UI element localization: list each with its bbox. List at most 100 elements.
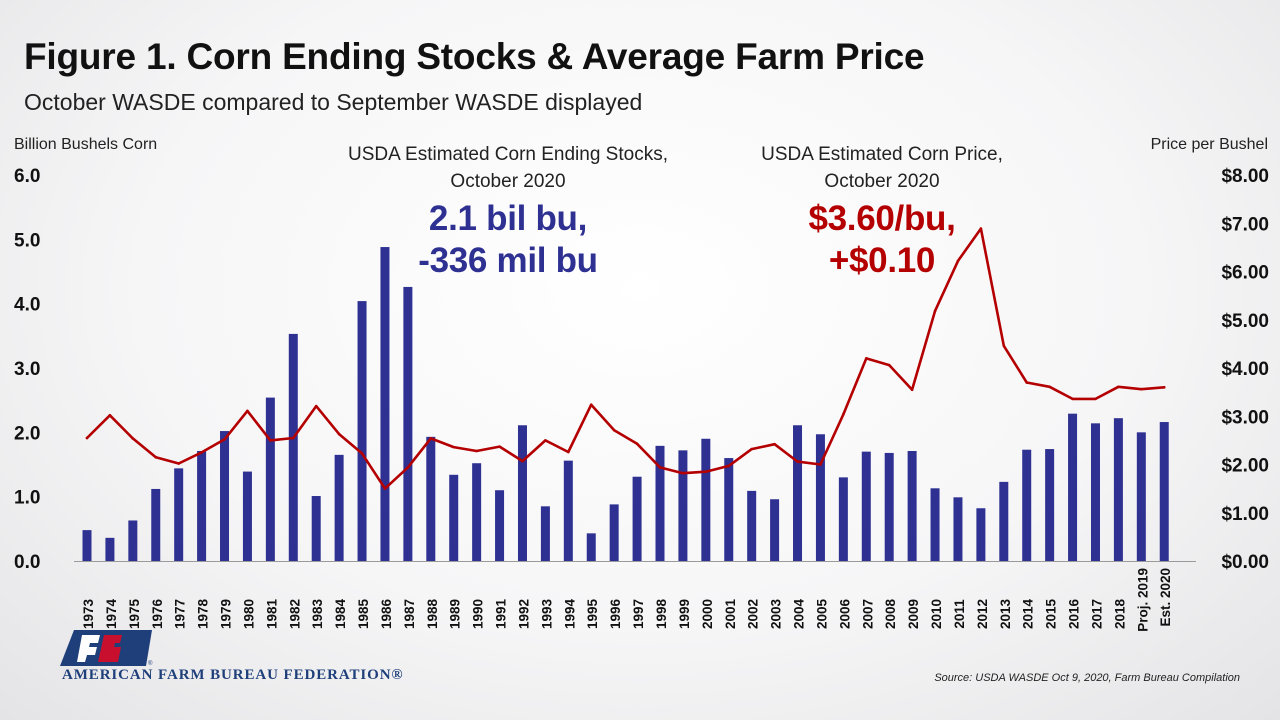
price-point: [864, 357, 868, 360]
x-axis-tick-label: 1981: [264, 598, 279, 629]
price-point: [1025, 381, 1029, 384]
x-axis-tick-label: 1988: [425, 598, 440, 629]
right-axis-title: Price per Bushel: [1150, 136, 1268, 153]
bar-ending-stocks: [495, 490, 505, 561]
price-point: [544, 439, 547, 442]
bar-ending-stocks: [1090, 423, 1100, 561]
price-point: [85, 436, 89, 440]
bar-ending-stocks: [884, 452, 894, 561]
x-axis-tick-label: 1983: [310, 598, 325, 629]
bar-ending-stocks: [793, 425, 803, 561]
price-point: [819, 463, 822, 466]
bar-ending-stocks: [861, 451, 871, 561]
price-point: [269, 439, 272, 442]
bar-ending-stocks: [82, 530, 92, 561]
bar-ending-stocks: [563, 460, 573, 561]
bar-ending-stocks: [449, 474, 459, 561]
left-axis-title: Billion Bushels Corn: [14, 136, 158, 153]
right-axis-tick-label: $3.00: [1221, 407, 1269, 428]
price-point: [1162, 386, 1166, 389]
bar-ending-stocks: [655, 445, 665, 561]
price-point: [1048, 385, 1051, 389]
bar-ending-stocks: [288, 333, 298, 561]
x-axis-tick-label: 1991: [494, 598, 509, 629]
bar-ending-stocks: [517, 425, 527, 561]
left-axis-tick-label: 1.0: [14, 488, 40, 509]
bar-ending-stocks: [265, 397, 275, 561]
bar-ending-stocks: [242, 471, 252, 561]
price-point: [475, 449, 478, 453]
x-axis-tick-label: 1975: [127, 598, 142, 629]
price-annotation-value1: $3.60/bu,: [808, 199, 956, 238]
stocks-annotation-value1: 2.1 bil bu,: [428, 199, 588, 238]
x-axis-tick-label: 1994: [562, 598, 577, 629]
left-axis-tick-label: 4.0: [14, 295, 40, 316]
bar-ending-stocks: [838, 477, 848, 561]
price-point: [223, 438, 226, 441]
x-axis-tick-label: 1986: [379, 598, 394, 629]
right-axis-tick-label: $1.00: [1221, 504, 1269, 525]
price-point: [314, 404, 318, 408]
x-axis-tick-label: 1974: [104, 598, 119, 629]
x-axis-tick-label: 1990: [471, 599, 486, 629]
price-point: [842, 413, 845, 416]
chart-subtitle: October WASDE compared to September WASD…: [24, 89, 643, 115]
price-point: [452, 445, 456, 449]
price-point: [1094, 397, 1097, 401]
price-point: [933, 309, 937, 313]
x-axis-tick-label: 2009: [906, 599, 921, 629]
bar-ending-stocks: [609, 504, 619, 561]
bar-ending-stocks: [197, 450, 207, 561]
bar-ending-stocks: [220, 431, 230, 561]
bar-ending-stocks: [403, 286, 413, 561]
x-axis-tick-label: 1996: [608, 598, 623, 629]
x-axis-tick-label: 2010: [929, 599, 944, 629]
x-axis-tick-label: 1973: [81, 598, 96, 629]
left-axis-tick-label: 5.0: [14, 230, 40, 251]
price-point: [360, 452, 364, 455]
price-point: [521, 459, 524, 463]
x-axis-tick-label: Est. 2020: [1158, 568, 1173, 627]
price-point: [887, 363, 891, 367]
x-axis-tick-label: 1987: [402, 599, 417, 629]
bar-ending-stocks: [105, 537, 115, 561]
x-axis-tick-label: 1976: [150, 598, 165, 629]
right-axis-tick-label: $2.00: [1221, 456, 1269, 477]
bar-ending-stocks: [907, 450, 917, 561]
stocks-annotation-line2: October 2020: [450, 171, 566, 192]
bar-ending-stocks: [1068, 413, 1078, 561]
farm-bureau-logo: ® FB: [60, 630, 153, 667]
price-point: [750, 447, 753, 451]
x-axis-tick-label: 1992: [516, 599, 531, 629]
bar-ending-stocks: [128, 520, 138, 561]
right-axis-tick-label: $6.00: [1221, 263, 1269, 284]
x-axis-tick-label: 2003: [769, 598, 784, 629]
x-axis-tick-label: 1999: [677, 599, 692, 629]
price-point: [429, 437, 433, 440]
x-axis-tick-label: 2018: [1112, 598, 1127, 629]
price-point: [681, 471, 685, 475]
right-axis-tick-label: $8.00: [1221, 166, 1269, 187]
price-point: [567, 450, 570, 454]
right-axis-tick-label: $5.00: [1221, 311, 1269, 332]
price-point: [979, 227, 983, 230]
bar-ending-stocks: [357, 301, 367, 561]
x-axis-tick-label: 1978: [196, 598, 211, 629]
bar-ending-stocks: [724, 458, 734, 561]
price-line: [85, 227, 1166, 490]
price-point: [1071, 397, 1074, 401]
chart-title: Figure 1. Corn Ending Stocks & Average F…: [24, 36, 925, 77]
bar-ending-stocks: [380, 247, 390, 561]
x-axis-tick-label: 1995: [585, 598, 600, 629]
bar-ending-stocks: [999, 481, 1009, 561]
x-axis-tick-label: 1985: [356, 598, 371, 629]
bar-ending-stocks: [930, 488, 940, 561]
bar-ending-stocks: [1022, 449, 1032, 561]
bar-ending-stocks: [632, 476, 642, 561]
bar-ending-stocks: [151, 488, 161, 561]
price-point: [383, 487, 387, 490]
price-point: [154, 455, 158, 459]
left-axis-tick-label: 6.0: [14, 166, 40, 187]
price-annotation-value2: +$0.10: [828, 241, 936, 280]
price-point: [1117, 385, 1120, 389]
